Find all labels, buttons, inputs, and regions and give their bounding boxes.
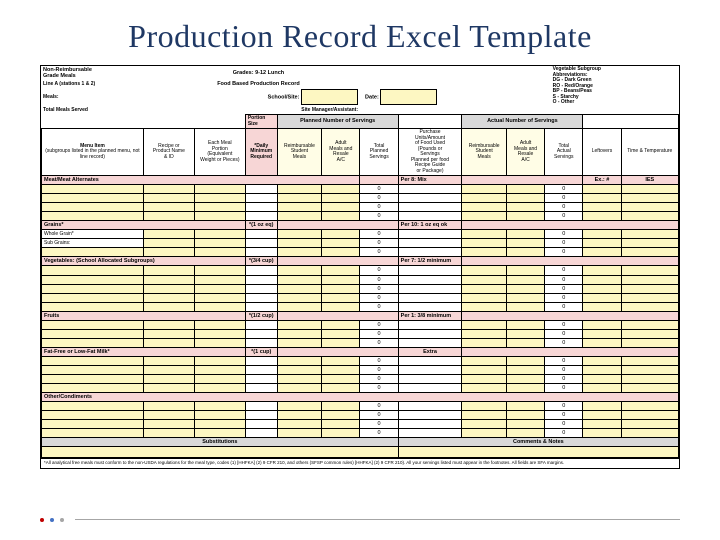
section-other: Other/Condiments xyxy=(42,393,679,402)
grains-req: *(1 oz eq) xyxy=(245,221,277,230)
section-subs: Substitutions xyxy=(42,438,399,447)
abbrev-box: Vegetable SubgroupAbbreviations: DG - Da… xyxy=(551,66,679,107)
col-total-actual: TotalActualServings xyxy=(545,129,583,176)
fruits-req: *(1/2 cup) xyxy=(245,311,277,320)
record-title: Food Based Production Record xyxy=(157,80,360,88)
section-grains: Grains* xyxy=(42,221,246,230)
slide-dot-gray xyxy=(60,518,64,522)
total-meals-label: Total Meals Served xyxy=(41,107,157,115)
req-grains: Per 10: 1 oz eq ok xyxy=(398,221,462,230)
extra-label: Extra xyxy=(398,347,462,356)
col-purchase: PurchaseUnits/Amountof Food Used(Pounds … xyxy=(398,129,462,176)
date-input[interactable] xyxy=(380,89,437,105)
section-comments: Comments & Notes xyxy=(398,438,678,447)
col-menu-item: Menu Item (subgroups listed in the plann… xyxy=(42,129,144,176)
col-reimb: ReimbursableStudentMeals xyxy=(277,129,322,176)
slide-title: Production Record Excel Template xyxy=(0,0,720,65)
portion-size-hdr: Portion Size xyxy=(245,115,277,129)
section-meat: Meat/Meat Alternates xyxy=(42,176,360,185)
req-fruit: Per 1: 3/8 minimum xyxy=(398,311,462,320)
slide-rule xyxy=(75,519,680,520)
school-site-input[interactable] xyxy=(301,89,358,105)
sg-label: Sub Grains: xyxy=(42,239,144,248)
col-recipe: Recipe orProduct Name& ID xyxy=(143,129,194,176)
slide-dot-red xyxy=(40,518,44,522)
planned-band: Planned Number of Servings xyxy=(277,115,398,129)
production-record-sheet: Non-ReimbursableGrade Meals Grades: 9-12… xyxy=(40,65,680,469)
comments-input[interactable] xyxy=(398,447,678,458)
meat-ies: IES xyxy=(621,176,678,185)
col-leftover: Leftovers xyxy=(583,129,621,176)
footnote: *All analytical free meals must conform … xyxy=(41,458,679,468)
col-daily-min: *DailyMinimumRequired xyxy=(245,129,277,176)
veg-req: *(3/4 cup) xyxy=(245,257,277,266)
milk-req: *(1 cup) xyxy=(245,347,277,356)
site-manager-label: Site Manager/Assistant: xyxy=(157,107,360,115)
col-portion-sub: Each MealPortion(EquivalentWeight or Pie… xyxy=(194,129,245,176)
subs-input[interactable] xyxy=(42,447,399,458)
section-veg: Vegetables: (School Allocated Subgroups) xyxy=(42,257,246,266)
req-veg: Per 7: 1/2 minimum xyxy=(398,257,462,266)
meat-row-input[interactable] xyxy=(42,185,144,194)
meals-label: Meals: xyxy=(41,88,157,106)
req-meat: Per 8: Mix xyxy=(398,176,462,185)
col-total-planned: TotalPlannedServings xyxy=(360,129,398,176)
section-fruits: Fruits xyxy=(42,311,246,320)
nonreimb-label: Non-ReimbursableGrade Meals xyxy=(41,66,157,80)
slide-dot-blue xyxy=(50,518,54,522)
col-adult2: AdultMeals andResaleA/C xyxy=(506,129,544,176)
band-table: Portion Size Planned Number of Servings … xyxy=(41,114,679,458)
section-milk: Fat-Free or Low-Fat Milk* xyxy=(42,347,246,356)
line-label: Line A (stations 1 & 2) xyxy=(41,80,157,88)
school-site-label: School/Site: xyxy=(268,95,300,101)
wg-label: Whole Grain* xyxy=(42,230,144,239)
col-timetemp: Time & Temperature xyxy=(621,129,678,176)
grades-title: Grades: 9-12 Lunch xyxy=(157,66,360,80)
header-table: Non-ReimbursableGrade Meals Grades: 9-12… xyxy=(41,66,679,114)
col-reimb2: ReimbursableStudentMeals xyxy=(462,129,507,176)
col-adult: AdultMeals andResaleA/C xyxy=(322,129,360,176)
date-label: Date: xyxy=(365,95,379,101)
meat-ex: Ex.: # xyxy=(583,176,621,185)
actual-band: Actual Number of Servings xyxy=(462,115,583,129)
